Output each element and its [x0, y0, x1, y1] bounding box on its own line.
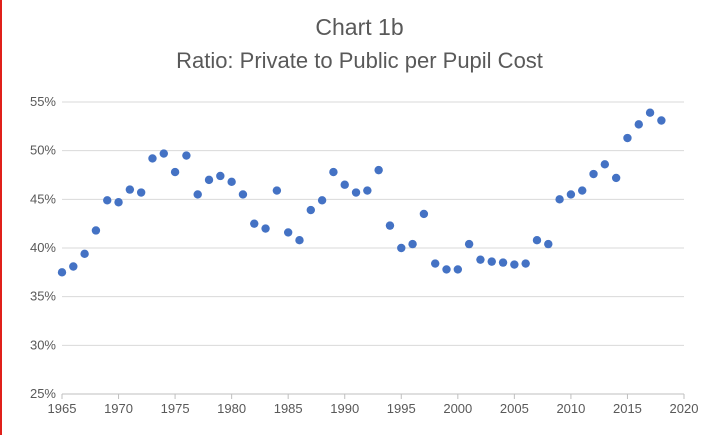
- data-point: [544, 239, 553, 249]
- data-point: [80, 249, 89, 259]
- data-points: [57, 108, 666, 277]
- x-tick-label: 2000: [443, 401, 472, 416]
- data-point: [295, 236, 304, 245]
- data-point: [340, 180, 349, 189]
- data-point: [306, 205, 315, 215]
- data-point: [159, 149, 168, 158]
- data-point: [487, 257, 496, 266]
- data-point: [91, 226, 101, 235]
- data-point: [408, 239, 417, 249]
- data-point: [69, 262, 78, 271]
- x-tick-label: 1970: [104, 401, 133, 416]
- data-point: [272, 186, 282, 195]
- data-point: [374, 165, 383, 175]
- data-point: [634, 120, 643, 129]
- data-point: [476, 255, 485, 264]
- data-point: [204, 175, 214, 185]
- data-point: [419, 209, 429, 219]
- data-point: [193, 190, 202, 199]
- data-point: [657, 116, 666, 125]
- x-tick-label: 2010: [556, 401, 585, 416]
- x-tick-label: 1990: [330, 401, 359, 416]
- data-point: [103, 196, 112, 205]
- data-point: [317, 196, 327, 205]
- y-tick-labels: 25% 30% 35% 40% 45% 50% 55%: [30, 94, 56, 401]
- gridlines: [62, 101, 684, 346]
- x-tick-label: 1995: [387, 401, 416, 416]
- data-point: [464, 239, 474, 249]
- data-point: [510, 260, 519, 269]
- y-tick-label: 40%: [30, 240, 56, 255]
- axes: [61, 393, 685, 399]
- data-point: [170, 167, 180, 177]
- x-tick-label: 1985: [274, 401, 303, 416]
- data-point: [532, 236, 542, 245]
- data-point: [611, 173, 621, 183]
- data-point: [363, 186, 372, 195]
- data-point: [498, 258, 508, 267]
- y-tick-label: 55%: [30, 94, 56, 109]
- data-point: [397, 243, 406, 253]
- data-point: [566, 190, 576, 199]
- data-point: [227, 177, 236, 187]
- data-point: [442, 265, 451, 274]
- data-point: [125, 185, 135, 194]
- y-tick-label: 30%: [30, 337, 56, 352]
- y-tick-label: 50%: [30, 143, 56, 158]
- data-point: [351, 188, 361, 197]
- data-point: [114, 198, 123, 207]
- data-point: [578, 186, 587, 195]
- data-point: [250, 219, 259, 228]
- y-tick-label: 45%: [30, 191, 56, 206]
- data-point: [521, 259, 530, 268]
- x-tick-label: 1980: [217, 401, 246, 416]
- data-point: [283, 228, 293, 237]
- data-point: [238, 190, 248, 199]
- data-point: [385, 221, 395, 230]
- y-tick-label: 35%: [30, 289, 56, 304]
- data-point: [645, 108, 655, 117]
- data-point: [148, 154, 157, 163]
- x-tick-labels: 1965 1970 1975 1980 1985 1990 1995 2000 2005 2010…: [48, 401, 699, 416]
- x-tick-label: 2015: [613, 401, 642, 416]
- x-tick-label: 2020: [670, 401, 699, 416]
- chart-title: Chart 1b: [315, 14, 404, 40]
- data-point: [182, 151, 191, 160]
- data-point: [216, 171, 225, 181]
- data-point: [329, 167, 338, 177]
- data-point: [431, 259, 440, 268]
- x-tick-label: 2005: [500, 401, 529, 416]
- data-point: [600, 160, 610, 169]
- data-point: [261, 224, 270, 233]
- x-tick-label: 1975: [161, 401, 190, 416]
- x-tick-label: 1965: [48, 401, 77, 416]
- chart-subtitle: Ratio: Private to Public per Pupil Cost: [176, 48, 543, 73]
- data-point: [589, 169, 598, 179]
- data-point: [453, 265, 463, 274]
- data-point: [623, 133, 632, 143]
- data-point: [555, 195, 564, 204]
- data-point: [136, 188, 146, 197]
- data-point: [57, 268, 67, 277]
- y-tick-label: 25%: [30, 386, 56, 401]
